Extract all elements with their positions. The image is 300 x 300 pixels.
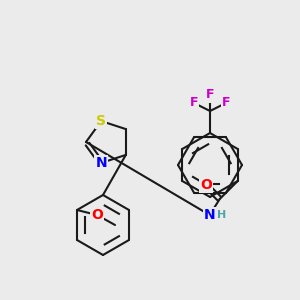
Text: F: F	[190, 97, 198, 110]
Text: H: H	[217, 210, 226, 220]
Text: F: F	[206, 88, 214, 101]
Text: O: O	[91, 208, 103, 222]
Text: O: O	[200, 178, 212, 192]
Text: N: N	[204, 208, 215, 222]
Text: F: F	[222, 97, 230, 110]
Text: N: N	[95, 156, 107, 170]
Text: S: S	[96, 114, 106, 128]
